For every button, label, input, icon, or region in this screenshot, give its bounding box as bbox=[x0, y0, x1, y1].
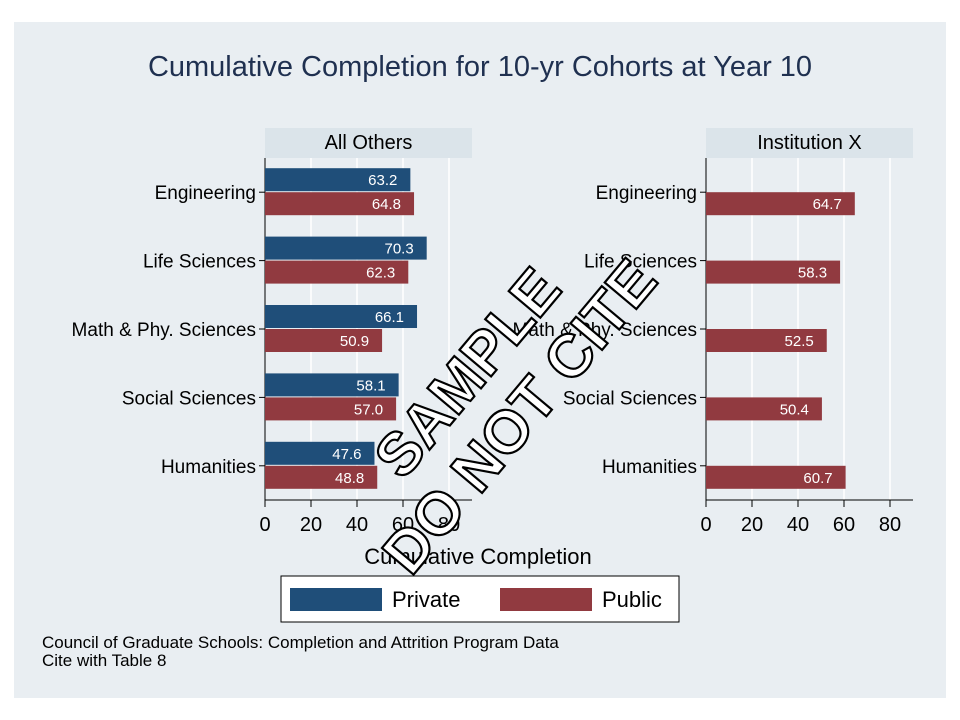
bar-public-engineering bbox=[265, 192, 415, 216]
x-tick-label: 60 bbox=[833, 514, 855, 536]
data-label-public-humanities: 60.7 bbox=[803, 470, 832, 487]
legend: Private Public bbox=[280, 575, 680, 623]
panel-institution-x: Institution X 0 20 40 60 80 Engineering 64.7 Lif… bbox=[513, 128, 913, 536]
source-note-line-1: Council of Graduate Schools: Completion … bbox=[42, 633, 559, 652]
bar-public-social-sciences bbox=[265, 397, 397, 421]
bar-public-math-phy-sciences bbox=[706, 329, 827, 352]
chart-panels: All Others 0 20 40 60 80 Engineering 63.2 64.8 Li… bbox=[72, 128, 913, 536]
bar-private-engineering bbox=[265, 168, 411, 192]
x-tick-label: 40 bbox=[346, 514, 368, 536]
category-label-social-sciences: Social Sciences bbox=[563, 388, 697, 409]
bar-public-life-sciences bbox=[265, 260, 409, 284]
x-tick-label: 20 bbox=[741, 514, 763, 536]
data-label-private-social-sciences: 58.1 bbox=[356, 377, 385, 394]
data-label-private-humanities: 47.6 bbox=[332, 446, 361, 463]
legend-swatch-private bbox=[290, 588, 382, 611]
chart-title: Cumulative Completion for 10-yr Cohorts … bbox=[148, 51, 812, 83]
bar-private-humanities bbox=[265, 441, 375, 465]
panel-title-all-others: All Others bbox=[325, 132, 413, 154]
data-label-public-life-sciences: 58.3 bbox=[798, 265, 827, 282]
panel-title-institution-x: Institution X bbox=[757, 132, 862, 154]
category-label-math-phy-sciences: Math & Phy. Sciences bbox=[72, 320, 256, 341]
bar-public-math-phy-sciences bbox=[265, 329, 383, 352]
x-tick-label: 0 bbox=[259, 514, 270, 536]
category-label-life-sciences: Life Sciences bbox=[143, 252, 256, 273]
x-tick-label: 80 bbox=[438, 514, 460, 536]
x-axis-label: Cumulative Completion bbox=[364, 544, 591, 569]
legend-label-private: Private bbox=[392, 587, 460, 612]
bar-public-life-sciences bbox=[706, 260, 841, 284]
data-label-public-math-phy-sciences: 52.5 bbox=[785, 333, 814, 350]
category-label-engineering: Engineering bbox=[155, 183, 256, 204]
data-label-private-life-sciences: 70.3 bbox=[384, 241, 413, 258]
bar-public-social-sciences bbox=[706, 397, 822, 421]
data-label-public-social-sciences: 57.0 bbox=[354, 401, 383, 418]
category-label-life-sciences: Life Sciences bbox=[584, 252, 697, 273]
x-tick-label: 20 bbox=[300, 514, 322, 536]
x-tick-label: 0 bbox=[700, 514, 711, 536]
data-label-public-humanities: 48.8 bbox=[335, 470, 364, 487]
x-tick-label: 40 bbox=[787, 514, 809, 536]
data-label-public-engineering: 64.8 bbox=[372, 196, 401, 213]
bar-private-life-sciences bbox=[265, 236, 427, 260]
data-label-public-engineering: 64.7 bbox=[813, 196, 842, 213]
category-label-social-sciences: Social Sciences bbox=[122, 388, 256, 409]
data-label-private-engineering: 63.2 bbox=[368, 172, 397, 189]
bar-public-engineering bbox=[706, 192, 855, 216]
category-label-humanities: Humanities bbox=[161, 457, 256, 478]
category-label-math-phy-sciences: Math & Phy. Sciences bbox=[513, 320, 697, 341]
category-label-humanities: Humanities bbox=[602, 457, 697, 478]
data-label-public-social-sciences: 50.4 bbox=[780, 401, 809, 418]
bar-public-humanities bbox=[265, 465, 378, 489]
category-label-engineering: Engineering bbox=[596, 183, 697, 204]
panel-strip bbox=[265, 128, 472, 158]
panel-all-others: All Others 0 20 40 60 80 Engineering 63.2 64.8 Li… bbox=[72, 128, 472, 536]
legend-swatch-public bbox=[500, 588, 592, 611]
data-label-public-math-phy-sciences: 50.9 bbox=[340, 333, 369, 350]
x-tick-label: 60 bbox=[392, 514, 414, 536]
data-label-public-life-sciences: 62.3 bbox=[366, 265, 395, 282]
data-label-private-math-phy-sciences: 66.1 bbox=[375, 309, 404, 326]
source-note-line-2: Cite with Table 8 bbox=[42, 651, 166, 670]
x-tick-label: 80 bbox=[879, 514, 901, 536]
panel-strip bbox=[706, 128, 913, 158]
bar-private-math-phy-sciences bbox=[265, 305, 418, 328]
bar-private-social-sciences bbox=[265, 373, 399, 397]
bar-public-humanities bbox=[706, 465, 846, 489]
legend-label-public: Public bbox=[602, 587, 662, 612]
